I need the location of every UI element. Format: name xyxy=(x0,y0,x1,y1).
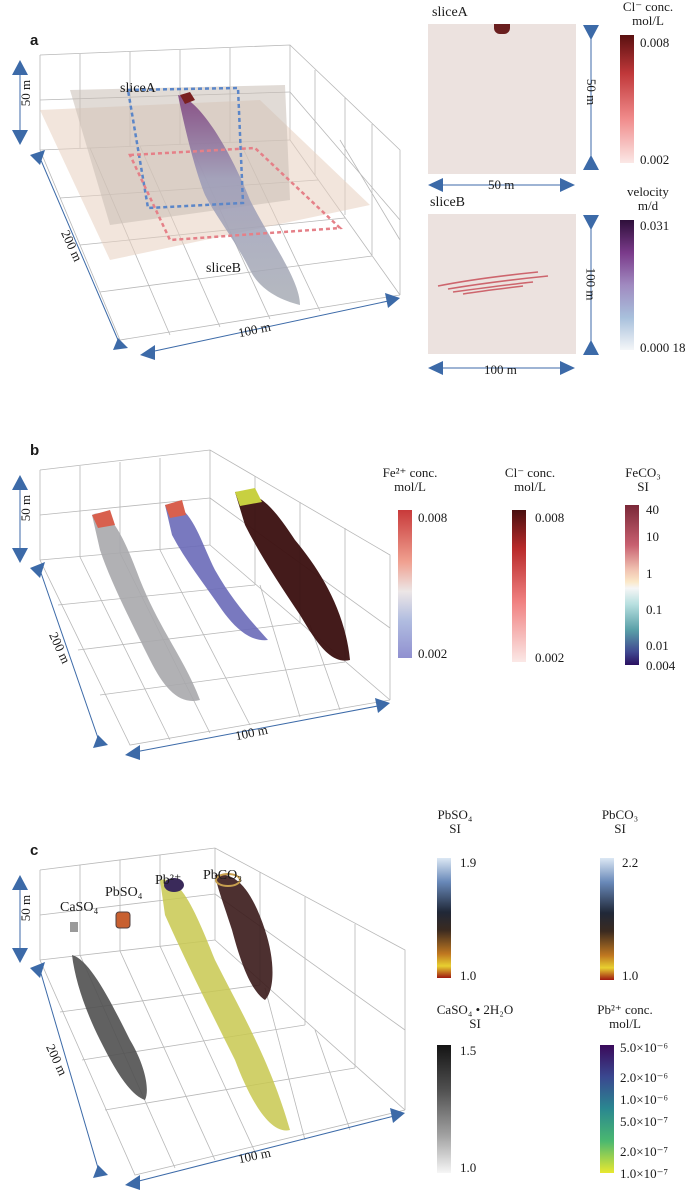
fe-colorbar-title: Fe²⁺ conc. mol/L xyxy=(382,465,438,494)
panel-a-arrows xyxy=(12,60,400,360)
panel-b-arrows xyxy=(12,475,390,760)
gypsum-colorbar xyxy=(437,1045,451,1173)
pbso4-label: PbSO₄ xyxy=(105,885,143,900)
pbso4-max: 1.9 xyxy=(460,855,477,870)
pb-tick-2: 1.0×10⁻⁶ xyxy=(620,1092,668,1107)
panel-b-cl-max: 0.008 xyxy=(535,510,565,525)
panel-a-cl-colorbar-title: Cl⁻ conc. mol/L xyxy=(622,0,674,28)
slice-b-plume xyxy=(437,271,549,295)
caso4-label: CaSO₄ xyxy=(60,900,99,915)
velocity-min: 0.000 18 xyxy=(640,340,686,355)
velocity-colorbar-title: velocity m/d xyxy=(627,184,669,213)
gypsum-colorbar-title: CaSO₄ • 2H₂O SI xyxy=(436,1002,514,1031)
pb-colorbar-title: Pb²⁺ conc. mol/L xyxy=(597,1002,653,1031)
slice-b-label: sliceB xyxy=(206,261,241,276)
slice-a-inset xyxy=(428,24,576,174)
slice-a-outline xyxy=(126,86,245,210)
pbso4-colorbar-title: PbSO₄ SI xyxy=(437,807,473,836)
feco3-tick-5: 0.004 xyxy=(646,658,676,673)
panel-b-cl-colorbar-title: Cl⁻ conc. mol/L xyxy=(504,465,556,494)
feco3-plume-source xyxy=(235,488,262,506)
caso4-plume xyxy=(72,955,147,1100)
pb-plume xyxy=(160,879,290,1131)
panel-b-letter: b xyxy=(30,442,40,459)
feco3-tick-1: 10 xyxy=(646,529,659,544)
feco3-colorbar-title: FeCO₃ SI xyxy=(625,465,661,494)
slice-b-inset xyxy=(428,214,576,354)
pbso4-shape xyxy=(115,911,131,929)
feco3-colorbar xyxy=(625,505,639,665)
slice-b-width-label: 100 m xyxy=(484,362,517,377)
pb-tick-1: 2.0×10⁻⁶ xyxy=(620,1070,668,1085)
slice-a-plume xyxy=(494,24,510,34)
fe-plume xyxy=(92,513,200,701)
slice-b-outline xyxy=(128,146,343,242)
panel-b-cl-min: 0.002 xyxy=(535,650,565,665)
fe-min: 0.002 xyxy=(418,646,448,661)
fe-colorbar xyxy=(398,510,412,658)
velocity-colorbar xyxy=(620,220,634,350)
slice-b-inset-title: sliceB xyxy=(430,195,465,210)
panel-a-cl-min: 0.002 xyxy=(640,152,670,167)
panel-a-letter: a xyxy=(30,32,39,49)
slice-a-label: sliceA xyxy=(120,81,156,96)
fe-plume-source xyxy=(92,510,115,528)
pbco3-max: 2.2 xyxy=(622,855,639,870)
pbco3-colorbar-title: PbCO₃ SI xyxy=(601,807,639,836)
panel-a-cl-max: 0.008 xyxy=(640,35,670,50)
panel-c-letter: c xyxy=(30,842,39,859)
velocity-max: 0.031 xyxy=(640,218,670,233)
panel-c-height-label: 50 m xyxy=(18,894,34,922)
caso4-source xyxy=(70,922,78,932)
feco3-tick-4: 0.01 xyxy=(646,638,669,653)
pbso4-min: 1.0 xyxy=(460,968,477,983)
feco3-plume xyxy=(235,491,350,661)
pb-tick-0: 5.0×10⁻⁶ xyxy=(620,1040,668,1055)
pbco3-colorbar xyxy=(600,858,614,980)
cl-plume-source xyxy=(165,500,186,518)
panel-c-arrows xyxy=(12,875,405,1190)
panel-b-cl-colorbar xyxy=(512,510,526,662)
pb-plume-source xyxy=(164,878,184,892)
feco3-tick-3: 0.1 xyxy=(646,602,663,617)
slice-a-width-label: 50 m xyxy=(488,177,515,192)
pb-tick-5: 1.0×10⁻⁷ xyxy=(620,1166,668,1181)
slice-a-dimension-arrows xyxy=(428,25,599,192)
pbco3-plume-source xyxy=(215,873,241,887)
fe-max: 0.008 xyxy=(418,510,448,525)
feco3-tick-0: 40 xyxy=(646,502,659,517)
gypsum-max: 1.5 xyxy=(460,1043,477,1058)
pb-tick-3: 5.0×10⁻⁷ xyxy=(620,1114,668,1129)
feco3-tick-2: 1 xyxy=(646,566,653,581)
gypsum-min: 1.0 xyxy=(460,1160,477,1175)
panel-a-plume xyxy=(178,95,300,305)
panel-a-plume-source xyxy=(180,92,195,104)
pb-tick-4: 2.0×10⁻⁷ xyxy=(620,1144,668,1159)
pb-label: Pb²⁺ xyxy=(155,873,182,888)
panel-a-cl-colorbar xyxy=(620,35,634,163)
pbco3-label: PbCO₃ xyxy=(203,868,243,883)
pbco3-plume xyxy=(215,874,273,1000)
pb-colorbar xyxy=(600,1045,614,1173)
pbso4-colorbar xyxy=(437,858,451,978)
pbco3-min: 1.0 xyxy=(622,968,639,983)
slice-a-inset-title: sliceA xyxy=(432,5,468,20)
slice-b-dimension-arrows xyxy=(428,215,599,375)
cl-plume xyxy=(165,504,268,641)
